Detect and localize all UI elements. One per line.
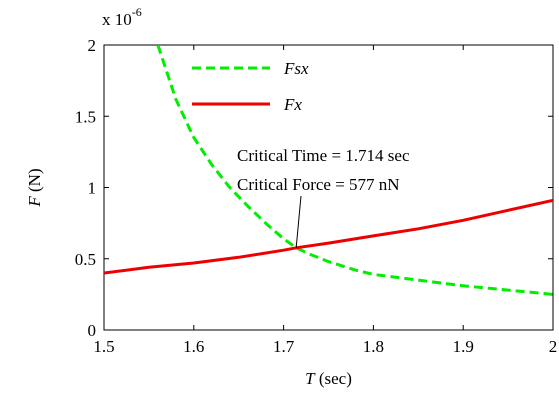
legend-label-fsx: Fsx	[283, 59, 309, 78]
y-tick-label: 0	[88, 321, 97, 340]
x-tick-label: 1.8	[363, 337, 384, 356]
y-axis-unit: (N)	[25, 168, 44, 196]
y-axis-multiplier: x 10-6	[102, 5, 142, 29]
x-tick-label: 1.5	[93, 337, 114, 356]
y-tick-label: 1.5	[75, 107, 96, 126]
y-axis-multiplier-exponent: -6	[132, 5, 142, 19]
y-axis-label: F (N)	[25, 168, 44, 207]
x-tick-label: 2	[549, 337, 558, 356]
annotation-pointer	[295, 195, 302, 248]
x-axis-label: T (sec)	[305, 369, 352, 388]
y-tick-label: 0.5	[75, 250, 96, 269]
y-tick-label: 1	[88, 179, 97, 198]
legend-label-fx: Fx	[283, 95, 302, 114]
y-axis-ticks: 0 0.5 1 1.5 2	[75, 36, 553, 340]
y-tick-label: 2	[88, 36, 97, 55]
annotation-critical-time: Critical Time = 1.714 sec	[237, 146, 410, 165]
legend: Fsx Fx	[192, 59, 309, 114]
annotation-critical-force: Critical Force = 577 nN	[237, 175, 400, 194]
series-line-fx	[104, 198, 553, 275]
series-line-fsx	[156, 45, 553, 296]
x-axis-unit: (sec)	[315, 369, 352, 388]
y-axis-symbol: F	[25, 196, 44, 208]
annotation: Critical Time = 1.714 sec Critical Force…	[237, 146, 410, 248]
x-tick-label: 1.6	[183, 337, 204, 356]
x-axis-ticks: 1.5 1.6 1.7 1.8 1.9 2	[93, 45, 557, 356]
series-layer	[104, 45, 553, 296]
y-axis-multiplier-base: x 10	[102, 10, 132, 29]
x-axis-symbol: T	[305, 369, 316, 388]
x-tick-label: 1.9	[453, 337, 474, 356]
x-tick-label: 1.7	[273, 337, 295, 356]
